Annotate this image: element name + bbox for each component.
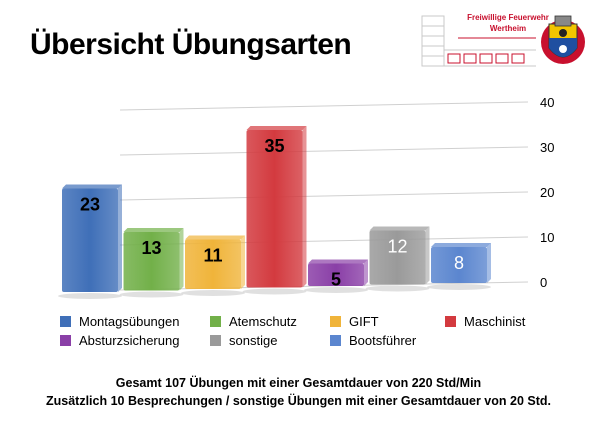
bar-chart: 0 10 20 30 40 23 13 11 35 5 12 8	[58, 95, 554, 299]
legend-swatch	[60, 316, 71, 327]
legend-label: Maschinist	[464, 314, 526, 329]
legend-swatch	[60, 335, 71, 346]
footer-summary-line2: Zusätzlich 10 Besprechungen / sonstige Ü…	[46, 394, 551, 408]
chart-legend: Montagsübungen Atemschutz GIFT Maschinist Ab…	[60, 314, 580, 348]
legend-swatch	[330, 335, 341, 346]
bar-top	[431, 243, 491, 247]
bar-side	[364, 259, 368, 286]
legend-swatch	[445, 316, 456, 327]
legend-label: Absturzsicherung	[79, 333, 180, 348]
legend-item: Montagsübungen	[60, 314, 210, 329]
legend-label: Bootsführer	[349, 333, 417, 348]
crest-icon	[541, 15, 585, 64]
gridline	[119, 191, 529, 201]
bar-shadow	[427, 284, 491, 290]
legend-swatch	[210, 316, 221, 327]
bar-bootsführer	[431, 247, 487, 283]
bar-shadow	[58, 293, 122, 299]
bar-shadow	[304, 287, 368, 293]
bar-shadow	[119, 291, 184, 298]
legend-item: sonstige	[210, 333, 330, 348]
legend-swatch	[330, 316, 341, 327]
page-title: Übersicht Übungsarten	[30, 28, 352, 61]
bar-value-label: 23	[80, 195, 100, 215]
bar-shadow	[365, 285, 430, 292]
bar-side	[302, 126, 307, 288]
y-tick-label: 20	[540, 185, 554, 200]
bar-value-label: 12	[387, 237, 407, 257]
legend-item: Bootsführer	[330, 333, 445, 348]
gridline	[119, 146, 529, 156]
legend-item: GIFT	[330, 314, 445, 329]
legend-item: Absturzsicherung	[60, 333, 210, 348]
bar-absturzsicherung	[308, 263, 364, 286]
legend-label: Atemschutz	[229, 314, 297, 329]
bar-value-label: 35	[264, 136, 284, 156]
logo-text-line1: Freiwillige Feuerwehr	[467, 13, 549, 22]
bar-top	[123, 228, 184, 232]
bar-shadow	[242, 288, 307, 295]
bar-sonstige	[369, 230, 426, 285]
legend-label: GIFT	[349, 314, 379, 329]
y-tick-label: 10	[540, 230, 554, 245]
bar-value-label: 8	[454, 253, 464, 273]
legend-label: Montagsübungen	[79, 314, 180, 329]
bar-side	[425, 226, 430, 285]
legend-label: sonstige	[229, 333, 278, 348]
logo-text-line2: Wertheim	[489, 24, 527, 33]
bar-top	[308, 259, 368, 264]
bar-side	[179, 228, 184, 291]
bar-top	[246, 126, 307, 130]
y-tick-label: 0	[540, 275, 547, 290]
bar-value-label: 11	[203, 246, 222, 266]
bar-value-label: 5	[331, 270, 341, 290]
bar-gift	[185, 239, 241, 289]
bar-atemschutz	[123, 232, 180, 291]
bar-shadow	[181, 290, 245, 296]
bar-value-label: 13	[141, 238, 161, 258]
bar-top	[369, 226, 430, 231]
bar-top	[185, 235, 245, 240]
y-tick-label: 30	[540, 140, 554, 155]
y-tick-label: 40	[540, 95, 554, 110]
bar-maschinist	[246, 130, 303, 288]
gridline	[119, 101, 529, 111]
footer-summary-line1: Gesamt 107 Übungen mit einer Gesamtdauer…	[115, 376, 482, 390]
fire-brigade-logo	[421, 15, 585, 67]
bar-side	[118, 184, 122, 292]
bar-side	[241, 235, 245, 289]
bar-montagsübungen	[62, 188, 118, 292]
legend-swatch	[210, 335, 221, 346]
legend-item: Maschinist	[445, 314, 565, 329]
bar-side	[487, 243, 491, 283]
legend-item: Atemschutz	[210, 314, 330, 329]
bar-top	[62, 184, 122, 189]
